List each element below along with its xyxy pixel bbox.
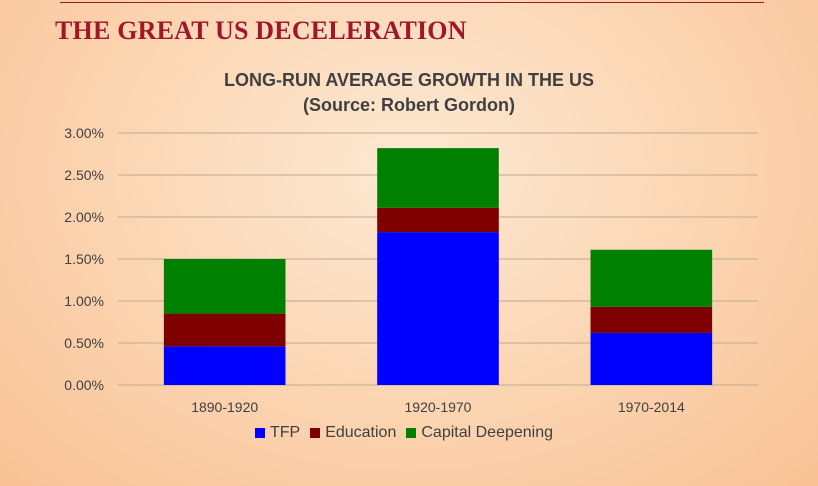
y-tick-label: 0.00% — [64, 377, 104, 393]
x-tick-label: 1890-1920 — [191, 399, 258, 415]
chart-legend: TFP Education Capital Deepening — [0, 424, 818, 442]
bar-segment-capital-deepening — [377, 148, 499, 208]
bar-segment-tfp — [377, 232, 499, 385]
y-tick-label: 2.00% — [64, 209, 104, 225]
y-tick-label: 3.00% — [64, 125, 104, 141]
y-tick-label: 0.50% — [64, 335, 104, 351]
top-rule — [60, 2, 764, 3]
legend-swatch — [406, 428, 417, 438]
legend-swatch — [310, 428, 321, 438]
slide-title: THE GREAT US DECELERATION — [55, 16, 467, 45]
legend-swatch — [254, 428, 265, 438]
bar-segment-tfp — [590, 332, 713, 385]
bar-segment-capital-deepening — [590, 249, 713, 307]
chart-subtitle: (Source: Robert Gordon) — [303, 95, 515, 115]
legend-label: Education — [325, 424, 397, 441]
y-tick-label: 1.00% — [64, 293, 104, 309]
legend-item: Capital Deepening — [406, 424, 553, 442]
bar-segment-capital-deepening — [163, 259, 286, 314]
bar-segment-education — [163, 313, 286, 347]
legend-item: Education — [310, 424, 396, 442]
legend-item: TFP — [254, 424, 301, 442]
legend-label: Capital Deepening — [421, 424, 554, 441]
chart-title: LONG-RUN AVERAGE GROWTH IN THE US — [224, 70, 594, 90]
y-tick-label: 1.50% — [64, 251, 104, 267]
y-tick-label: 2.50% — [64, 167, 104, 183]
bar-segment-education — [590, 306, 713, 333]
stacked-bar-chart: 0.00% 0.50% 1.00% 1.50% 2.00% 2.50% 3.00% 1890-… — [64, 125, 758, 415]
bar-segment-tfp — [163, 346, 286, 385]
x-tick-label: 1970-2014 — [618, 399, 685, 415]
bar-segment-education — [377, 207, 499, 233]
x-tick-label: 1920-1970 — [405, 399, 472, 415]
legend-label: TFP — [269, 424, 301, 441]
